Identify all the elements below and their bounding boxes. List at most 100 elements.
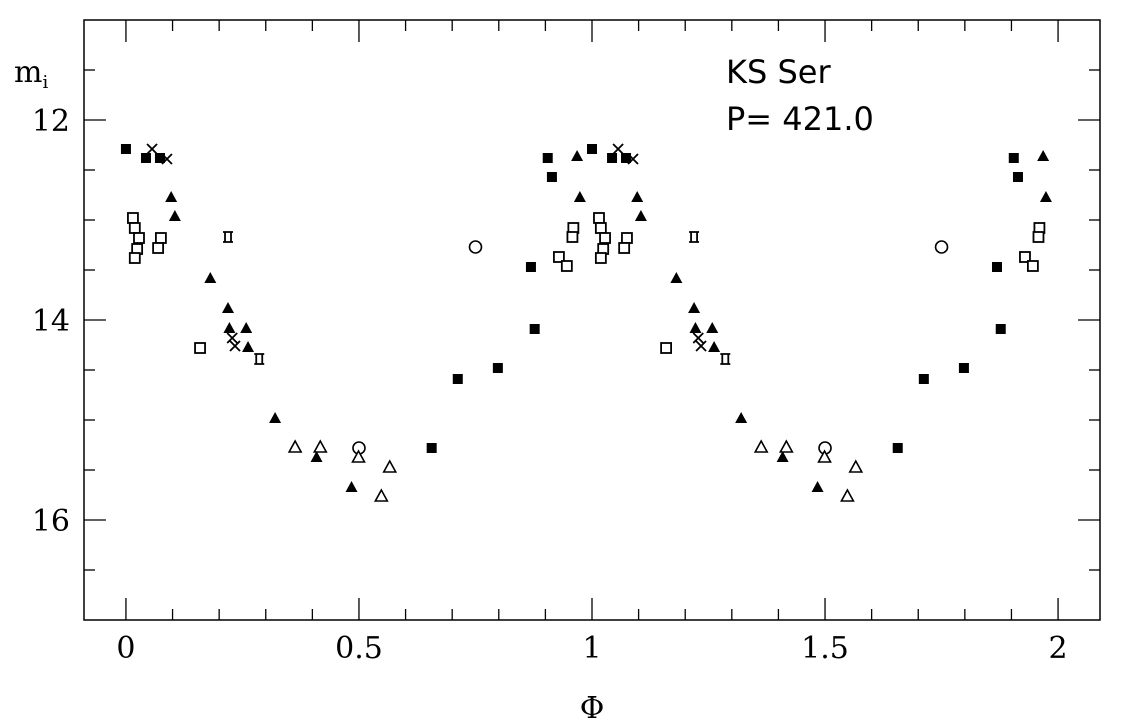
cross-point [627,153,639,165]
annotation-star-name: KS Ser [726,53,831,91]
filled-triangle-point [776,451,789,462]
x-tick-label: 2 [1049,631,1068,666]
open-circle-point [934,240,949,254]
filled-triangle-point [634,210,647,221]
filled-triangle-point [345,481,358,492]
filled-square-point [607,153,618,163]
filled-triangle-point [165,191,178,202]
annotation-period: P= 421.0 [726,100,874,138]
open-square-point [599,232,611,244]
x-tick-labels: 0 0.5 1 1.5 2 [116,631,1067,666]
open-triangle-point [382,459,398,473]
filled-square-point [120,144,131,154]
y-axis-label-subscript: i [42,72,48,93]
open-square-point [128,252,141,264]
cross-point [226,332,238,344]
axis-ticks [84,20,1100,620]
filled-square-point [1008,153,1019,163]
crossed-square-point [254,353,265,365]
open-square-point [566,231,579,243]
y-tick-labels: 12 14 16 [32,104,70,539]
plot-frame [83,19,1101,621]
open-square-point [133,232,145,244]
open-circle-point [468,240,483,254]
open-square-point [594,222,607,234]
open-square-point [128,222,141,234]
open-square-point [127,212,139,224]
open-triangle-point [287,439,303,453]
cross-point [229,340,241,352]
filled-triangle-point [222,302,235,313]
open-triangle-point [848,459,864,473]
crossed-square-point [689,231,700,243]
filled-triangle-point [1037,150,1050,161]
y-axis-label: mi [14,55,48,93]
filled-triangle-point [811,481,824,492]
filled-square-point [426,443,437,453]
x-tick-label: 1.5 [801,631,849,666]
filled-square-point [918,374,929,384]
filled-square-point [958,363,969,373]
filled-triangle-point [688,302,701,313]
open-triangle-point [817,449,832,463]
y-tick-label: 16 [32,504,70,539]
filled-triangle-point [269,412,282,423]
open-square-point [154,232,167,244]
filled-triangle-point [204,272,217,283]
open-triangle-point [840,488,855,502]
filled-triangle-point [706,322,719,333]
filled-square-point [992,262,1003,272]
filled-triangle-point [240,322,253,333]
filled-triangle-point [670,272,683,283]
filled-triangle-point [735,412,748,423]
open-square-point [1019,251,1031,263]
open-square-point [621,232,633,244]
cross-point [612,143,624,155]
filled-square-point [995,324,1006,334]
crossed-square-point [223,231,234,243]
filled-triangle-point [571,150,584,161]
filled-triangle-point [223,322,236,333]
open-square-point [553,251,565,263]
filled-square-point [546,172,557,182]
x-tick-label: 0 [116,631,135,666]
filled-square-point [140,153,151,163]
cross-point [146,143,158,155]
y-tick-label: 14 [32,304,70,339]
open-square-point [594,252,607,264]
filled-square-point [452,374,463,384]
open-square-point [1032,231,1045,243]
filled-triangle-point [708,341,721,352]
open-square-point [593,212,605,224]
filled-triangle-point [1039,191,1052,202]
y-tick-label: 12 [32,104,70,139]
filled-square-point [542,153,553,163]
open-square-point [1026,260,1039,272]
x-axis-label: Φ [580,691,605,726]
cross-point [692,332,704,344]
filled-square-point [525,262,536,272]
x-tick-label: 1 [582,631,601,666]
filled-triangle-point [573,191,586,202]
filled-square-point [587,144,597,154]
filled-triangle-point [242,341,255,352]
data-points [120,143,1052,502]
filled-square-point [892,443,903,453]
open-triangle-point [351,449,366,463]
filled-triangle-point [168,210,181,221]
open-triangle-point [373,488,389,502]
filled-square-point [1012,172,1023,182]
x-tick-label: 0.5 [335,631,383,666]
open-square-point [618,242,631,254]
filled-triangle-point [310,451,323,462]
crossed-square-point [720,353,731,365]
filled-square-point [492,363,503,373]
open-triangle-point [778,439,794,453]
cross-point [161,153,173,165]
open-square-point [560,260,573,272]
filled-triangle-point [631,191,644,202]
filled-square-point [154,153,165,163]
filled-square-point [529,324,540,334]
cross-point [695,340,707,352]
